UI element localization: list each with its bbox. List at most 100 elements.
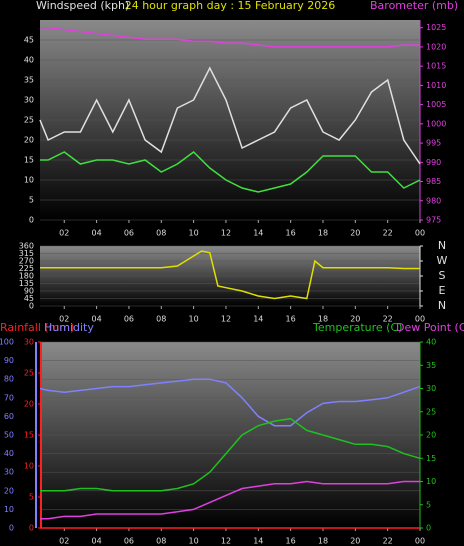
x-tick-label: 22 [383, 537, 393, 546]
x-tick-label: 16 [286, 537, 296, 546]
x-tick-label: 18 [318, 537, 328, 546]
y3-tick-label: 30 [24, 338, 34, 347]
x-tick-label: 00 [415, 229, 425, 238]
y-tick-label: 15 [24, 156, 34, 165]
y2-axis-label: Barometer (mb) [370, 0, 458, 12]
y2-tick-label: N [438, 299, 446, 312]
y2-tick-label: 10 [426, 477, 436, 486]
x-tick-label: 10 [189, 537, 199, 546]
y-tick-label: 45 [24, 294, 34, 303]
y2-axis-label: Temperature (C) [312, 321, 402, 334]
y-tick-label: 100 [0, 338, 14, 347]
y-tick-label: 5 [29, 196, 34, 205]
x-tick-label: 04 [92, 315, 102, 324]
y2-tick-label: 1000 [426, 119, 446, 128]
y2-tick-label: 30 [426, 384, 436, 393]
y-tick-label: 10 [24, 176, 34, 185]
y3-tick-label: 15 [24, 431, 34, 440]
y3-tick-label: 10 [24, 462, 34, 471]
y3-tick-label: 5 [29, 493, 34, 502]
x-tick-label: 02 [59, 537, 69, 546]
series-line [40, 151, 421, 193]
x-tick-label: 18 [318, 315, 328, 324]
y2-tick-label: W [437, 254, 448, 267]
y-tick-label: 20 [24, 136, 34, 145]
y3-axis-label: Rainfall (mm) [0, 321, 74, 334]
y-tick-label: 80 [4, 375, 14, 384]
x-tick-label: 18 [318, 229, 328, 238]
x-tick-label: 12 [221, 229, 231, 238]
x-tick-label: 08 [156, 229, 166, 238]
x-tick-label: 10 [189, 229, 199, 238]
x-tick-label: 22 [383, 315, 393, 324]
y2-tick-label: 995 [426, 139, 441, 148]
x-tick-label: 16 [286, 229, 296, 238]
y2-tick-label: 1005 [426, 100, 446, 109]
series-line [40, 250, 420, 300]
y3-tick-label: 20 [24, 400, 34, 409]
y2-tick-label: 990 [426, 158, 441, 167]
y2-tick-label: 25 [426, 407, 436, 416]
x-tick-label: 22 [383, 229, 393, 238]
y-tick-label: 30 [4, 468, 14, 477]
x-tick-label: 00 [415, 315, 425, 324]
y2-tick-label: 975 [426, 216, 441, 225]
y2-tick-label: 980 [426, 196, 441, 205]
x-tick-label: 08 [156, 315, 166, 324]
x-tick-label: 10 [189, 315, 199, 324]
y2-tick-label: E [439, 284, 446, 297]
y2-tick-label: S [439, 269, 446, 282]
y-tick-label: 25 [24, 116, 34, 125]
x-tick-label: 06 [124, 315, 134, 324]
y2-tick-label: 1020 [426, 42, 446, 51]
y2-tick-label: 15 [426, 454, 436, 463]
y2-tick-label: 35 [426, 361, 436, 370]
y-axis-label: Windspeed (kph) [36, 0, 129, 12]
x-tick-label: 00 [415, 537, 425, 546]
x-tick-label: 04 [92, 537, 102, 546]
series-line [39, 378, 421, 427]
y2-tick-label: 20 [426, 431, 436, 440]
y-tick-label: 0 [29, 216, 34, 225]
y-tick-label: 0 [29, 302, 34, 311]
x-tick-label: 20 [350, 229, 360, 238]
y-tick-label: 40 [24, 56, 34, 65]
y-tick-label: 35 [24, 76, 34, 85]
x-tick-label: 20 [350, 315, 360, 324]
y-tick-label: 90 [24, 287, 34, 296]
y-tick-label: 135 [19, 279, 34, 288]
series-line [40, 417, 421, 492]
x-tick-label: 14 [253, 315, 263, 324]
x-tick-label: 08 [156, 537, 166, 546]
y3-tick-label: 0 [29, 524, 34, 533]
y-tick-label: 360 [19, 242, 34, 251]
y2-tick-label: 985 [426, 177, 441, 186]
x-tick-label: 04 [92, 229, 102, 238]
y-tick-label: 70 [4, 393, 14, 402]
y-tick-label: 45 [24, 36, 34, 45]
y-tick-label: 50 [4, 431, 14, 440]
x-tick-label: 16 [286, 315, 296, 324]
y-tick-label: 20 [4, 486, 14, 495]
x-tick-label: 14 [253, 537, 263, 546]
y-tick-label: 315 [19, 249, 34, 258]
y-tick-label: 225 [19, 264, 34, 273]
y4-axis-label: Dew Point (C) [396, 321, 464, 334]
series-line [40, 480, 420, 520]
x-tick-label: 06 [124, 229, 134, 238]
y-tick-label: 270 [19, 257, 34, 266]
y-tick-label: 60 [4, 412, 14, 421]
x-tick-label: 12 [221, 537, 231, 546]
y2-tick-label: 0 [426, 524, 431, 533]
y2-tick-label: N [438, 239, 446, 252]
x-tick-label: 14 [253, 229, 263, 238]
series-line [40, 26, 420, 48]
y-axis-label: Humidity [44, 321, 94, 334]
series-line [39, 66, 421, 165]
y2-tick-label: 5 [426, 500, 431, 509]
y-tick-label: 30 [24, 96, 34, 105]
y-tick-label: 90 [4, 356, 14, 365]
y-tick-label: 40 [4, 449, 14, 458]
x-tick-label: 12 [221, 315, 231, 324]
